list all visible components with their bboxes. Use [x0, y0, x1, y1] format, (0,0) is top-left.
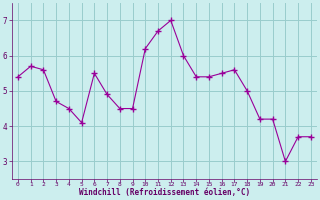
X-axis label: Windchill (Refroidissement éolien,°C): Windchill (Refroidissement éolien,°C): [79, 188, 250, 197]
